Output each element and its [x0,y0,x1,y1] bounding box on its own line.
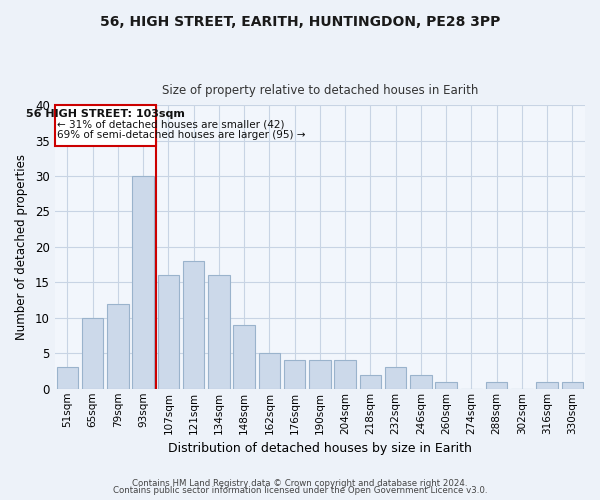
Title: Size of property relative to detached houses in Earith: Size of property relative to detached ho… [161,84,478,97]
Bar [233,325,255,389]
X-axis label: Distribution of detached houses by size in Earith: Distribution of detached houses by size … [168,442,472,455]
Bar [259,354,280,389]
Y-axis label: Number of detached properties: Number of detached properties [15,154,28,340]
Text: ← 31% of detached houses are smaller (42): ← 31% of detached houses are smaller (42… [57,120,285,130]
Text: 56, HIGH STREET, EARITH, HUNTINGDON, PE28 3PP: 56, HIGH STREET, EARITH, HUNTINGDON, PE2… [100,15,500,29]
Bar [562,382,583,389]
Text: 56 HIGH STREET: 103sqm: 56 HIGH STREET: 103sqm [26,110,185,120]
Bar [133,176,154,389]
Bar [56,368,78,389]
Bar [486,382,508,389]
Bar [183,261,205,389]
Bar [410,374,431,389]
Text: 69% of semi-detached houses are larger (95) →: 69% of semi-detached houses are larger (… [57,130,306,140]
Bar [55,105,155,146]
Bar [359,374,381,389]
Bar [107,304,128,389]
Bar [284,360,305,389]
Bar [208,276,230,389]
Text: Contains public sector information licensed under the Open Government Licence v3: Contains public sector information licen… [113,486,487,495]
Bar [436,382,457,389]
Bar [82,318,103,389]
Bar [158,276,179,389]
Text: Contains HM Land Registry data © Crown copyright and database right 2024.: Contains HM Land Registry data © Crown c… [132,478,468,488]
Bar [385,368,406,389]
Bar [536,382,558,389]
Bar [309,360,331,389]
Bar [334,360,356,389]
